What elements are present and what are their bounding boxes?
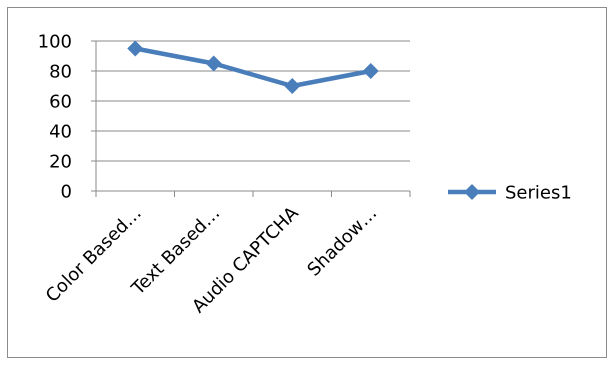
gridlines [96, 40, 410, 162]
legend-marker-series1 [464, 184, 480, 200]
data-point-marker [127, 40, 144, 57]
y-tick-label: 80 [49, 62, 72, 83]
x-tick-label: Color Based… [42, 203, 146, 307]
chart-frame [7, 7, 607, 358]
series-lines [133, 46, 373, 89]
legend: Series1 [448, 183, 572, 204]
axes [91, 40, 411, 197]
y-tick-label: 40 [49, 122, 72, 143]
data-point-marker [205, 55, 222, 72]
y-tick-label: 60 [49, 92, 72, 113]
y-tick-labels: 0 20 40 60 80 100 [38, 32, 72, 203]
y-tick-label: 100 [38, 32, 72, 53]
series-markers [127, 40, 379, 94]
data-point-marker [362, 63, 379, 79]
x-tick-label: Shadow… [303, 203, 381, 281]
legend-label-series1: Series1 [505, 183, 572, 204]
x-tick-labels: Color Based…Text Based…Audio CAPTCHA Shad… [42, 202, 381, 317]
data-point-marker [284, 78, 301, 94]
y-tick-label: 20 [49, 152, 72, 173]
series-line-series1 [133, 46, 373, 89]
y-tick-label: 0 [61, 182, 72, 203]
